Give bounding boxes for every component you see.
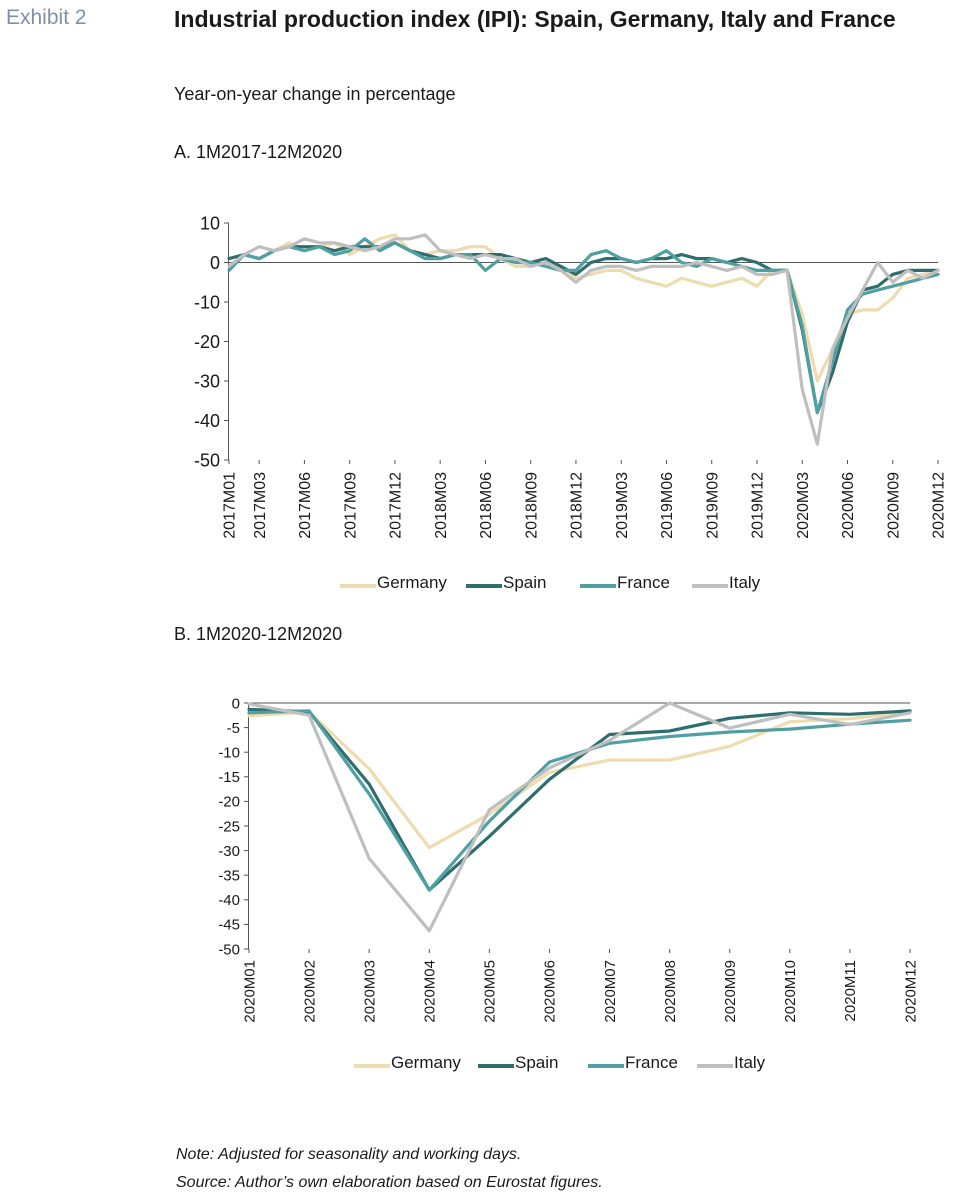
- y-tick-label: -10: [194, 292, 220, 312]
- y-tick-label: -20: [194, 332, 220, 352]
- y-tick-label: -50: [218, 941, 240, 958]
- x-tick-label: 2019M06: [659, 472, 676, 539]
- x-tick-label: 2020M08: [662, 960, 679, 1023]
- x-tick-label: 2020M05: [482, 960, 499, 1023]
- series-line-france: [247, 709, 912, 892]
- x-tick-label: 2020M04: [422, 960, 439, 1023]
- legend-label-italy: Italy: [729, 573, 761, 592]
- legend-label-germany: Germany: [391, 1053, 461, 1072]
- y-tick-label: -10: [218, 744, 240, 761]
- x-tick-label: 2017M12: [388, 472, 405, 539]
- y-tick-label: 10: [200, 213, 220, 233]
- legend-label-spain: Spain: [515, 1053, 558, 1072]
- y-tick-label: -45: [218, 917, 240, 934]
- series-line-germany: [247, 710, 912, 850]
- x-tick-label: 2017M03: [252, 472, 269, 539]
- y-tick-label: -15: [218, 769, 240, 786]
- x-tick-label: 2020M11: [842, 960, 859, 1021]
- source-text: Source: Author’s own elaboration based o…: [176, 1174, 603, 1191]
- x-tick-label: 2019M12: [750, 472, 767, 539]
- series-line-italy: [227, 233, 940, 446]
- y-tick-label: -30: [194, 371, 220, 391]
- legend-label-germany: Germany: [377, 573, 447, 592]
- panel-a-title: A. 1M2017-12M2020: [174, 142, 343, 162]
- x-tick-label: 2020M07: [602, 960, 619, 1023]
- x-tick-label: 2020M03: [795, 472, 812, 539]
- x-tick-label: 2017M09: [342, 472, 359, 539]
- x-tick-label: 2017M01: [222, 472, 239, 539]
- x-tick-label: 2018M06: [478, 472, 495, 539]
- y-tick-label: -5: [227, 720, 240, 737]
- x-tick-label: 2020M06: [542, 960, 559, 1023]
- series-line-italy: [247, 701, 912, 933]
- x-tick-label: 2020M06: [840, 472, 857, 539]
- chart-subtitle: Year-on-year change in percentage: [174, 84, 456, 104]
- chart-title: Industrial production index (IPI): Spain…: [174, 6, 896, 32]
- exhibit-label: Exhibit 2: [6, 6, 87, 29]
- legend-label-spain: Spain: [503, 573, 546, 592]
- x-tick-label: 2020M12: [902, 960, 919, 1023]
- y-tick-label: 0: [232, 695, 240, 712]
- legend-label-france: France: [625, 1053, 678, 1072]
- x-tick-label: 2020M09: [885, 472, 902, 539]
- series-line-spain: [227, 241, 940, 415]
- x-tick-label: 2020M12: [931, 472, 948, 539]
- y-tick-label: -35: [218, 867, 240, 884]
- y-tick-label: -30: [218, 843, 240, 860]
- panel-b-title: B. 1M2020-12M2020: [174, 624, 343, 644]
- x-tick-label: 2019M03: [614, 472, 631, 539]
- x-tick-label: 2020M10: [782, 960, 799, 1023]
- legend-label-france: France: [617, 573, 670, 592]
- y-tick-label: -25: [218, 818, 240, 835]
- y-tick-label: 0: [210, 253, 220, 273]
- y-tick-label: -50: [194, 450, 220, 470]
- y-tick-label: -40: [194, 411, 220, 431]
- y-tick-label: -20: [218, 794, 240, 811]
- y-tick-label: -40: [218, 892, 240, 909]
- x-tick-label: 2017M06: [297, 472, 314, 539]
- note-text: Note: Adjusted for seasonality and worki…: [176, 1146, 522, 1163]
- x-tick-label: 2020M09: [722, 960, 739, 1023]
- x-tick-label: 2018M09: [523, 472, 540, 539]
- x-tick-label: 2020M03: [361, 960, 378, 1023]
- x-tick-label: 2018M12: [569, 472, 586, 539]
- series-line-france: [227, 237, 940, 415]
- x-tick-label: 2019M09: [704, 472, 721, 539]
- x-tick-label: 2020M01: [241, 960, 258, 1023]
- series-line-spain: [247, 707, 912, 892]
- x-tick-label: 2020M02: [301, 960, 318, 1023]
- x-tick-label: 2018M03: [433, 472, 450, 539]
- legend-label-italy: Italy: [734, 1053, 766, 1072]
